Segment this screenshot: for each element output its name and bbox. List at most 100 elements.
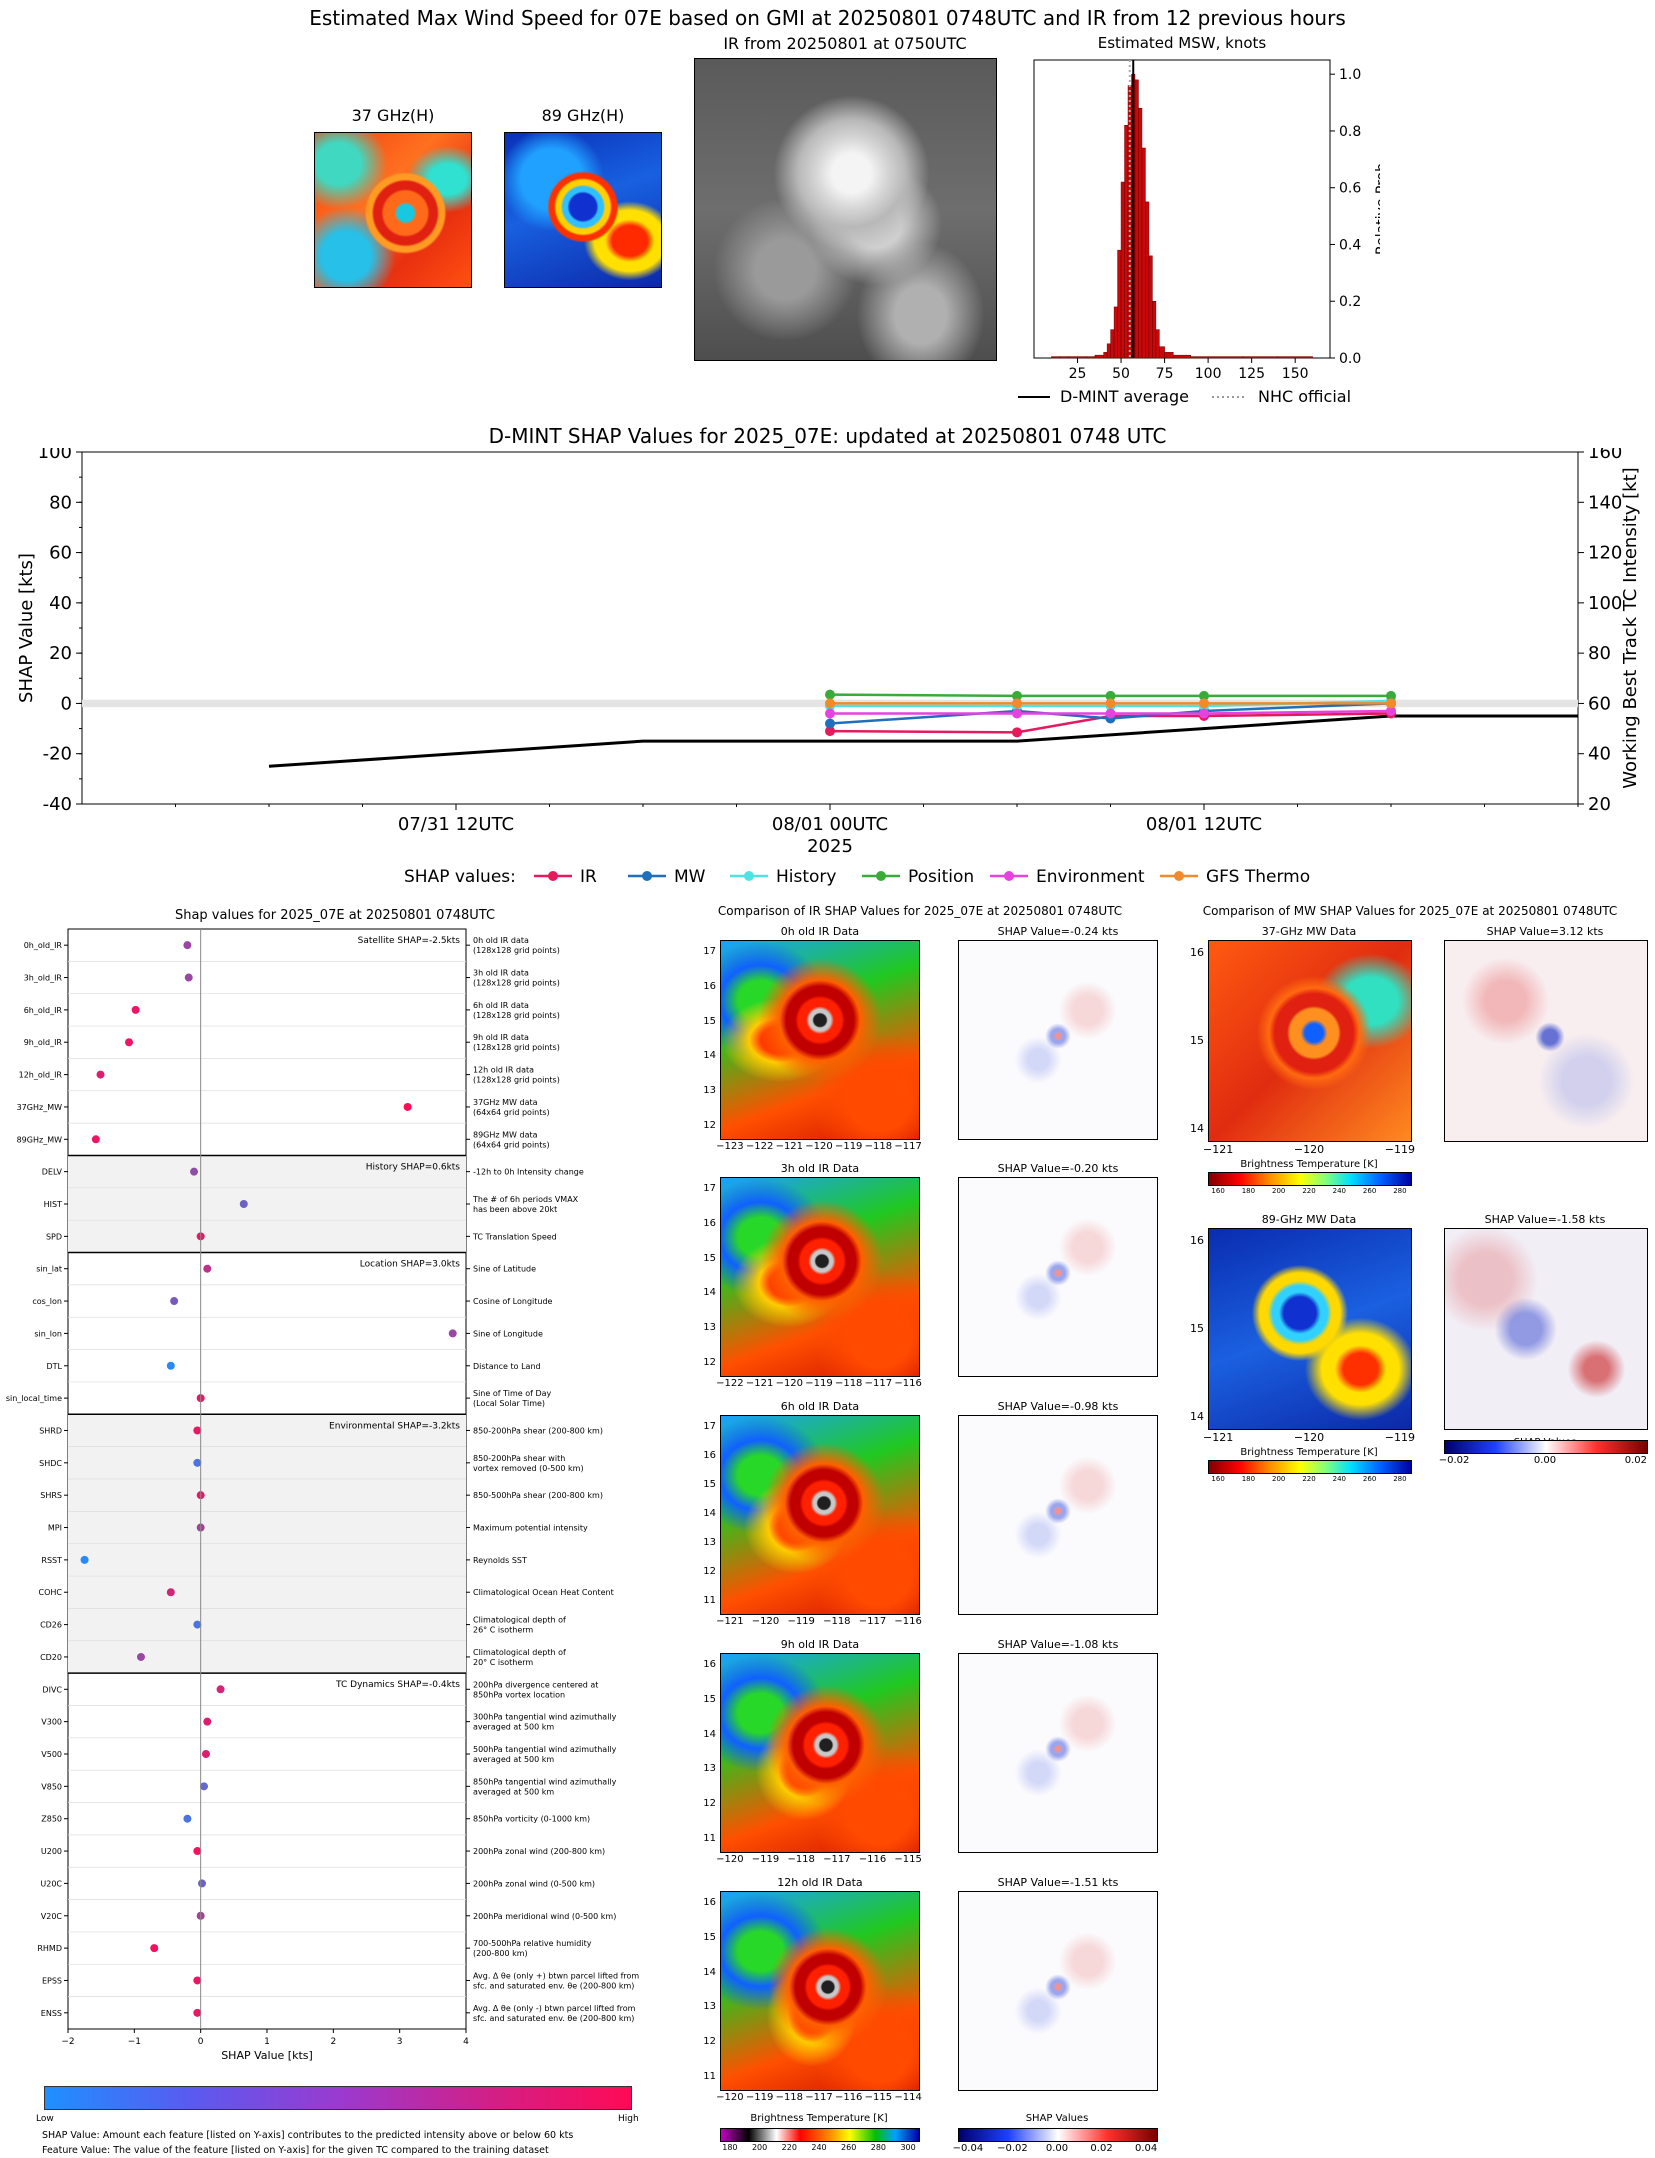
msw-bar — [1113, 306, 1118, 359]
ts-legend-label: GFS Thermo — [1206, 867, 1310, 887]
ts-legend-label: Environment — [1036, 867, 1145, 887]
feat-name-label: HIST — [44, 1200, 62, 1209]
msw-x-tick-label: 50 — [1112, 366, 1130, 382]
y-tick-label: 17 — [703, 945, 716, 957]
feat-desc-label: averaged at 500 km — [473, 1787, 554, 1796]
feat-name-label: U20C — [40, 1879, 62, 1888]
ir-row-label: 3h old IR Data — [780, 1162, 860, 1175]
feat-desc-label: 850hPa tangential wind azimuthally — [473, 1777, 617, 1786]
x-tick-label: 260 — [1362, 1475, 1377, 1483]
mw-data-image — [1208, 940, 1412, 1142]
y-tick-label: 14 — [703, 1508, 716, 1519]
y-tick-label: 13 — [703, 1537, 716, 1549]
x-tick-label: 180 — [1241, 1475, 1256, 1483]
msw-bar — [1120, 181, 1125, 359]
msw-y-axis-label: Relative Prob — [1374, 163, 1380, 255]
msw-bar — [1103, 352, 1108, 359]
x-tick-label: 220 — [781, 2143, 797, 2152]
x-tick-label: −119 — [1384, 1143, 1415, 1156]
series-point-ir — [1012, 727, 1022, 738]
feat-shap-point — [203, 1264, 212, 1273]
feat-group-label: TC Dynamics SHAP=-0.4kts — [335, 1680, 460, 1690]
y-tick-label: 13 — [703, 1085, 716, 1097]
x-tick-label: −119 — [751, 1854, 780, 1865]
feat-shap-point — [150, 1944, 159, 1953]
x-tick-label: −118 — [775, 2092, 804, 2103]
msw-bar — [1094, 354, 1104, 359]
msw-x-tick-label: 125 — [1238, 366, 1265, 382]
x-tick-label: 300 — [900, 2143, 916, 2152]
feat-desc-label: Cosine of Longitude — [473, 1297, 553, 1306]
feat-x-tick-label: 0 — [198, 2037, 204, 2047]
msw-y-tick-label: 0.0 — [1339, 351, 1361, 367]
feat-name-label: U200 — [41, 1847, 62, 1856]
feat-name-label: 0h_old_IR — [24, 941, 63, 950]
feat-name-label: V850 — [41, 1782, 62, 1791]
feat-desc-label: Sine of Longitude — [473, 1329, 543, 1338]
ts-x-tick-label: 07/31 12UTC — [398, 814, 514, 835]
feat-shap-point — [193, 1620, 202, 1629]
ir-shap-image — [958, 940, 1158, 1140]
feat-desc-label: 850hPa vortex location — [473, 1690, 565, 1699]
tc-intensity-line — [268, 714, 1578, 768]
shap-timeseries-title: D-MINT SHAP Values for 2025_07E: updated… — [488, 424, 1167, 448]
feat-name-label: ENSS — [41, 2009, 62, 2018]
ir-bt-colorbar-label: Brightness Temperature [K] — [750, 2113, 888, 2124]
feat-desc-label: (Local Solar Time) — [473, 1399, 545, 1408]
y-tick-label: 16 — [703, 1217, 716, 1229]
series-point-gfs-thermo — [1105, 698, 1116, 709]
ts-y-right-tick-label: 120 — [1588, 543, 1622, 564]
y-tick-label: 13 — [703, 1763, 716, 1775]
ir-data-image — [720, 1653, 920, 1853]
mw-compare-title: Comparison of MW SHAP Values for 2025_07… — [1202, 904, 1618, 918]
ir-data-image — [720, 940, 920, 1140]
feat-name-label: SHDC — [39, 1459, 62, 1468]
feat-desc-label: 3h old IR data — [473, 969, 529, 978]
feat-desc-label: 20° C isotherm — [473, 1658, 533, 1667]
y-tick-label: 14 — [703, 1050, 716, 1062]
x-tick-label: −121 — [745, 1378, 774, 1389]
ts-legend-prefix: SHAP values: — [404, 867, 516, 887]
series-point-gfs-thermo — [1012, 698, 1022, 709]
msw-y-tick-label: 1.0 — [1339, 67, 1361, 83]
mw-data-image — [1208, 1228, 1412, 1430]
ts-y-right-tick-label: 60 — [1588, 693, 1611, 714]
x-tick-label: 280 — [870, 2143, 887, 2152]
feat-shap-point — [131, 1005, 140, 1014]
x-tick-label: −122 — [716, 1378, 744, 1389]
feat-name-label: DELV — [42, 1168, 63, 1177]
feat-name-label: COHC — [39, 1588, 63, 1597]
x-tick-label: −0.02 — [997, 2143, 1028, 2154]
feat-desc-label: Climatological depth of — [473, 1616, 566, 1625]
y-tick-label: 15 — [1190, 1322, 1204, 1335]
feat-x-tick-label: −1 — [128, 2037, 141, 2047]
feat-desc-label: averaged at 500 km — [473, 1755, 554, 1764]
msw-x-tick-label: 25 — [1069, 366, 1087, 382]
ts-y-tick-label: 100 — [38, 448, 72, 463]
series-point-position — [825, 689, 835, 700]
feat-desc-label: Climatological depth of — [473, 1648, 566, 1657]
mw-bt-colorbar-label: Brightness Temperature [K] — [1240, 1159, 1378, 1170]
feat-name-label: SPD — [46, 1232, 62, 1241]
feat-name-label: RHMD — [37, 1944, 62, 1953]
x-tick-label: −0.04 — [952, 2143, 984, 2154]
y-tick-label: 14 — [703, 1287, 716, 1299]
msw-bar — [1277, 356, 1313, 359]
x-tick-label: −116 — [894, 1616, 922, 1627]
x-tick-label: 0.02 — [1624, 1455, 1648, 1466]
feat-group-band — [68, 1155, 466, 1253]
feat-shap-point — [448, 1329, 457, 1338]
mw37-panel-title: 37 GHz(H) — [351, 106, 435, 125]
feat-shap-point — [239, 1200, 248, 1208]
ir-shap-label: SHAP Value=-0.24 kts — [997, 925, 1119, 938]
x-tick-label: −121 — [775, 1141, 804, 1152]
y-tick-label: 16 — [703, 1449, 716, 1461]
ts-y-right-tick-label: 80 — [1588, 643, 1611, 664]
feat-desc-label: Distance to Land — [473, 1362, 541, 1371]
feat-name-label: sin_local_time — [6, 1394, 62, 1403]
ts-x-axis-label: 2025 — [807, 836, 853, 857]
feat-shap-point — [403, 1102, 412, 1111]
ir-row-label: 6h old IR Data — [780, 1400, 860, 1413]
mw-shap-label: SHAP Value=-1.58 kts — [1484, 1213, 1606, 1226]
feat-desc-label: 89GHz MW data — [473, 1130, 538, 1139]
